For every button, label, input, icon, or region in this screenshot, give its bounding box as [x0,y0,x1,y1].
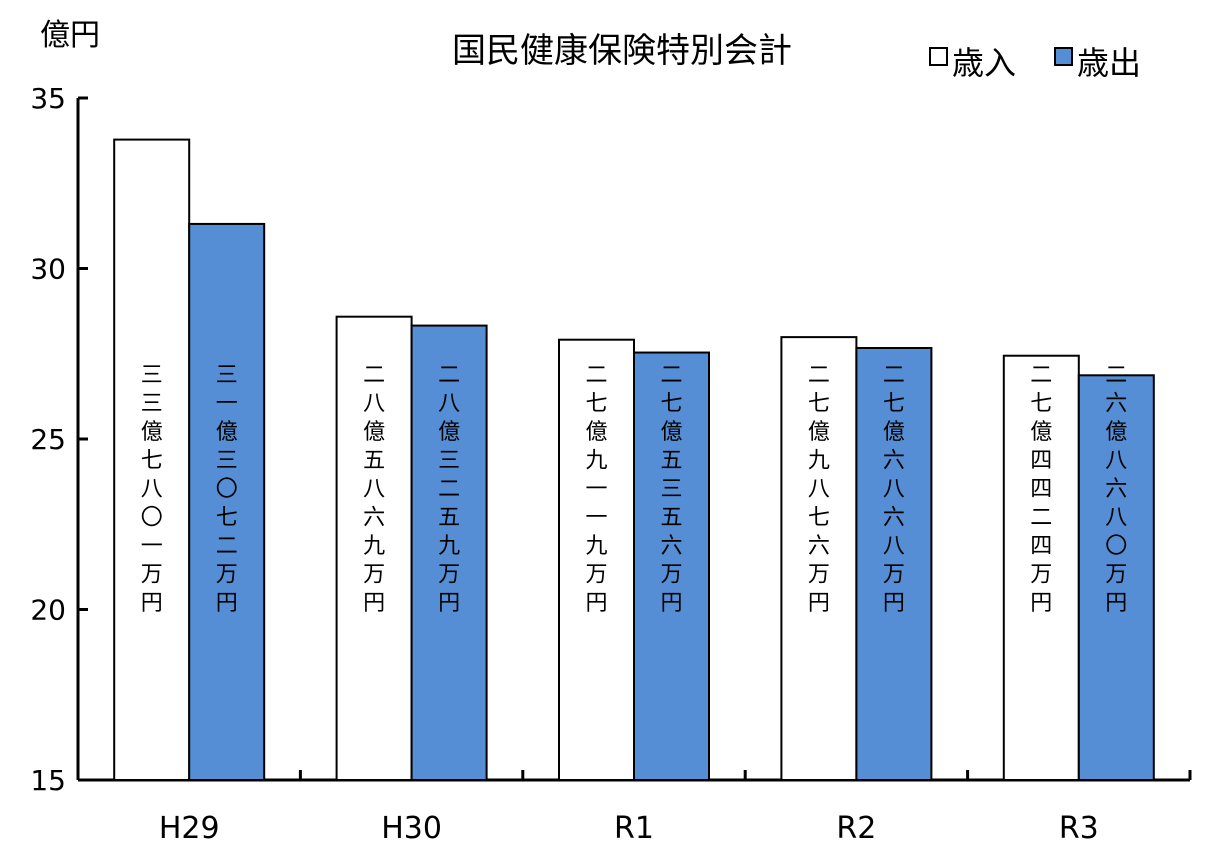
x-tick-label: R3 [1059,811,1099,845]
bars [113,138,1155,782]
legend: 歳入 歳出 [929,44,1141,82]
bar-data-label: 三三億七八〇一万円 [141,363,163,616]
bar-expenditure [1077,374,1155,781]
bar-expenditure [855,347,933,781]
legend-swatch [1054,47,1073,66]
bar-expenditure [410,324,488,781]
bar-revenue [558,338,635,781]
legend-swatch [929,47,948,66]
bar-data-label: 二七億四四二四万円 [1030,363,1052,616]
x-tick-label: R1 [614,811,654,845]
bar-data-label: 二七億九一一九万円 [585,363,607,616]
bar-expenditure [188,222,266,781]
bar-data-label: 二七億六八六八万円 [883,363,905,616]
y-tick-label: 30 [30,253,66,286]
data-labels: 三三億七八〇一万円 二八億五八六九万円 二七億九一一九万円 二七億九八七六万円 二七億四… [141,363,1128,616]
y-tick-label: 35 [30,82,66,115]
x-tick-label: H30 [381,811,442,845]
bar-revenue [780,336,858,781]
axes: 15 20 25 30 35 H29 H30 R1 R2 R3 [30,82,1192,846]
bar-data-label: 三一億三〇七二万円 [216,363,238,616]
y-axis-unit-label: 億円 [40,18,100,53]
legend-label: 歳出 [1077,44,1141,82]
chart-title: 国民健康保険特別会計 [452,31,792,71]
bar-data-label: 二七億九八七六万円 [808,363,830,616]
bar-revenue [1002,354,1080,781]
bar-data-label: 二七億五三五六万円 [660,363,682,616]
bar-expenditure [633,351,710,781]
y-tick-label: 15 [30,764,66,797]
y-tick-label: 20 [30,594,66,627]
x-tick-label: R2 [836,811,876,845]
bar-revenue [335,315,413,781]
bar-data-label: 二六億八六八〇万円 [1105,363,1127,616]
bar-data-label: 二八億五八六九万円 [363,363,385,616]
legend-label: 歳入 [952,44,1016,82]
y-tick-label: 25 [30,423,66,456]
x-tick-label: H29 [159,811,220,845]
bar-revenue [113,138,191,782]
bar-data-label: 二八億三二五九万円 [438,363,460,616]
